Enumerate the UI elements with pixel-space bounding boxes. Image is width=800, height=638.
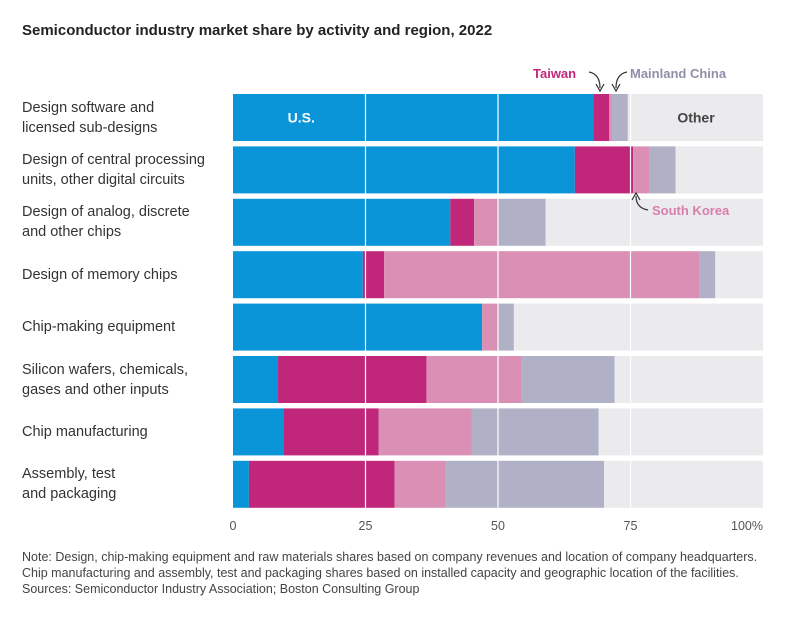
category-label: Design software and licensed sub-designs — [22, 99, 158, 136]
category-label: Chip manufacturing — [22, 423, 148, 440]
bar-segment-mainland-china — [699, 251, 716, 299]
bar-segment-south-korea — [378, 408, 472, 456]
bar-segment-other — [598, 408, 763, 456]
bar-segment-u-s — [233, 94, 594, 141]
chart-note: Note: Design, chip-making equipment and … — [22, 549, 782, 597]
south-korea-callout-arrow — [635, 195, 649, 211]
bar-segment-u-s — [233, 356, 279, 403]
us-series-label: U.S. — [288, 110, 315, 126]
bar-segment-other — [627, 94, 763, 141]
bar-segment-taiwan — [362, 251, 385, 299]
bar-segment-mainland-china — [471, 408, 599, 456]
category-label: Design of analog, discrete and other chi… — [22, 204, 190, 241]
bar-segment-u-s — [233, 408, 284, 456]
taiwan-callout-arrow — [588, 71, 601, 89]
category-label: Design of memory chips — [22, 266, 178, 283]
x-tick-label: 50 — [491, 519, 505, 533]
bar-segment-other — [513, 303, 763, 351]
chart-title: Semiconductor industry market share by a… — [22, 22, 493, 39]
bar-segment-taiwan — [450, 198, 475, 246]
mainland-china-arrowhead — [611, 83, 621, 93]
bar-segment-taiwan — [248, 460, 395, 508]
bar-segment-u-s — [233, 460, 249, 508]
taiwan-callout-label: Taiwan — [533, 66, 577, 81]
category-label: Assembly, test and packaging — [22, 466, 117, 503]
bar-segment-south-korea — [474, 198, 498, 246]
bar-segment-south-korea — [394, 460, 445, 508]
south-korea-callout-label: South Korea — [652, 203, 730, 218]
bar-segment-u-s — [233, 198, 451, 246]
bar-segment-south-korea — [609, 94, 612, 141]
bar-segment-mainland-china — [611, 94, 628, 141]
bar-segment-south-korea — [482, 303, 498, 351]
bar-segment-other — [604, 460, 763, 508]
other-series-label: Other — [677, 110, 715, 126]
bar-segment-south-korea — [384, 251, 700, 299]
category-label: Chip-making equipment — [22, 319, 176, 336]
bar-segment-other — [675, 146, 763, 194]
south-korea-arrowhead — [631, 191, 641, 201]
x-tick-label: 25 — [359, 519, 373, 533]
bar-segment-taiwan — [278, 356, 427, 403]
bar-segment-south-korea — [633, 146, 650, 194]
mainland-china-callout-label: Mainland China — [630, 66, 727, 81]
x-tick-label: 100% — [731, 519, 763, 533]
bar-segment-mainland-china — [649, 146, 676, 194]
bar-segment-other — [545, 198, 763, 246]
x-tick-label: 75 — [624, 519, 638, 533]
bar-segment-taiwan — [283, 408, 379, 456]
bar-segment-other — [614, 356, 763, 403]
bar-segment-mainland-china — [498, 198, 546, 246]
bar-segment-u-s — [233, 146, 575, 194]
bar-segment-south-korea — [426, 356, 522, 403]
stacked-bar-chart: 0 25 50 75 100% U.S. Other — [230, 71, 763, 533]
category-label: Silicon wafers, chemicals, gases and oth… — [22, 361, 188, 398]
bar-segment-mainland-china — [521, 356, 615, 403]
x-tick-label: 0 — [230, 519, 237, 533]
bar-segment-mainland-china — [498, 303, 514, 351]
taiwan-arrowhead — [595, 83, 605, 93]
bar-segment-taiwan — [574, 146, 634, 194]
bar-segment-mainland-china — [445, 460, 604, 508]
sources-text: Sources: Semiconductor Industry Associat… — [22, 582, 420, 596]
category-label: Design of central processing units, othe… — [22, 151, 205, 188]
bar-segment-other — [715, 251, 763, 299]
bar-segment-u-s — [233, 251, 363, 299]
mainland-china-callout-arrow — [615, 71, 628, 89]
bar-segment-taiwan — [593, 94, 610, 141]
bar-segment-u-s — [233, 303, 483, 351]
note-text: Note: Design, chip-making equipment and … — [22, 550, 758, 580]
